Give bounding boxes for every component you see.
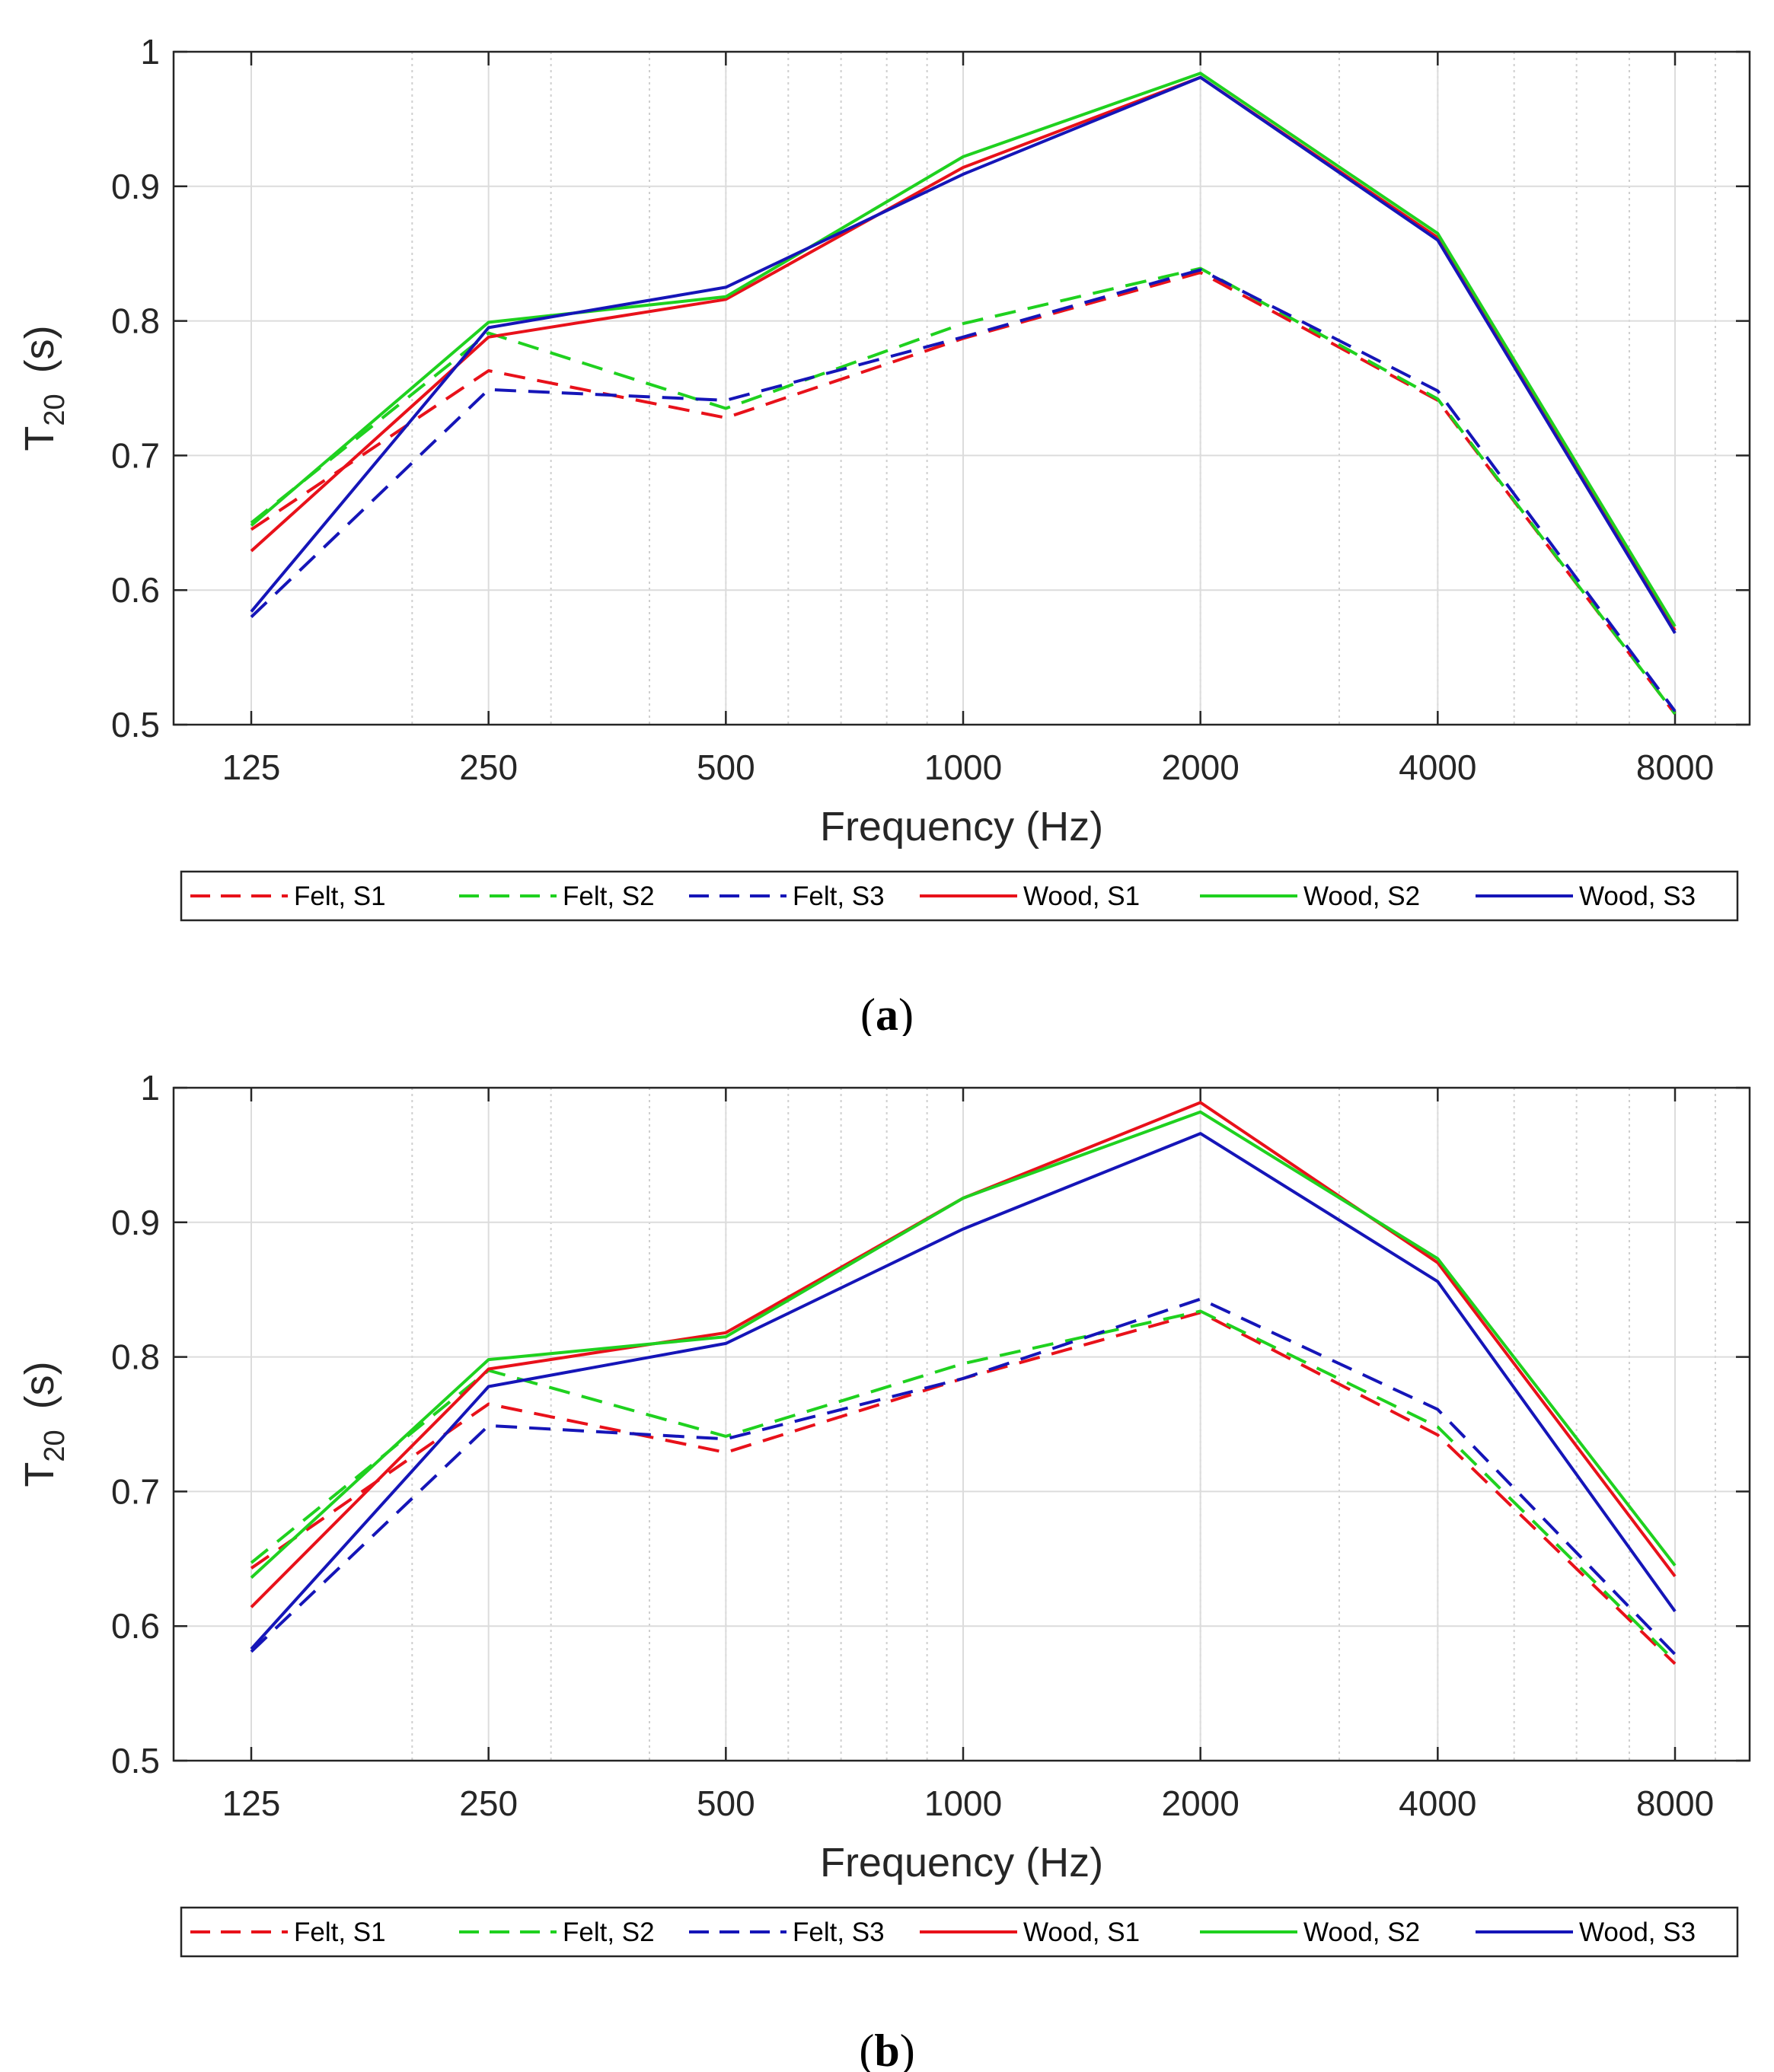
legend: Felt, S1 Felt, S2 Felt, S3 Wood, S1 Wood, S2… [180, 870, 1739, 922]
axes-box [172, 50, 1751, 726]
series-line [250, 1297, 1677, 1656]
legend-label: Felt, S3 [793, 881, 885, 911]
legend-label: Wood, S3 [1579, 1917, 1696, 1947]
legend-label: Wood, S2 [1303, 881, 1420, 911]
y-axis-label-unit: (s) [17, 325, 62, 394]
legend-label: Wood, S1 [1023, 881, 1140, 911]
y-tick-label: 0.9 [111, 167, 160, 206]
y-axis-label-sub: 20 [39, 1430, 71, 1462]
y-axis-label-unit: (s) [17, 1361, 62, 1430]
x-tick-label: 500 [697, 1784, 755, 1823]
legend-label: Felt, S2 [563, 1917, 655, 1947]
panel-caption: (b) [859, 2026, 914, 2072]
series-line [250, 1110, 1677, 1580]
series-line [250, 72, 1677, 627]
legend-label: Felt, S3 [793, 1917, 885, 1947]
legend-label: Felt, S2 [563, 881, 655, 911]
legend-label: Wood, S1 [1023, 1917, 1140, 1947]
y-axis-label: T20 (s) [17, 1361, 71, 1487]
x-tick-label: 4000 [1399, 1784, 1476, 1823]
panel-caption: (a) [860, 990, 914, 1036]
y-tick-label: 0.5 [111, 705, 160, 744]
x-tick-label: 250 [459, 748, 518, 787]
x-tick-label: 4000 [1399, 748, 1476, 787]
x-tick-label: 8000 [1636, 1784, 1714, 1823]
y-tick-label: 0.8 [111, 1337, 160, 1377]
ticks [174, 1086, 1750, 1762]
x-tick-label: 250 [459, 1784, 518, 1823]
x-tick-label: 125 [222, 1784, 281, 1823]
series-line [250, 266, 1677, 716]
y-tick-label: 0.9 [111, 1203, 160, 1242]
legend-label: Felt, S1 [294, 1917, 386, 1947]
y-axis-label-main: T [17, 426, 62, 451]
x-tick-label: 500 [697, 748, 755, 787]
y-tick-label: 0.5 [111, 1741, 160, 1780]
panel-caption-letter: b [874, 2026, 899, 2072]
x-tick-label: 1000 [924, 748, 1002, 787]
y-tick-label: 0.6 [111, 570, 160, 610]
legend: Felt, S1 Felt, S2 Felt, S3 Wood, S1 Wood, S2… [180, 1906, 1739, 1958]
chart-panel-b: 125 250 500 1000 2000 4000 8000 0.5 0.6 0.7 0.8 0.9… [0, 1036, 1774, 2072]
series-line [250, 1132, 1677, 1650]
y-tick-label: 0.7 [111, 435, 160, 475]
axes-box [172, 1086, 1751, 1762]
x-tick-label: 125 [222, 748, 281, 787]
y-tick-label: 0.6 [111, 1606, 160, 1646]
series-line [250, 75, 1677, 634]
plot-area [174, 1088, 1750, 1761]
x-tick-label: 1000 [924, 1784, 1002, 1823]
series-group [250, 72, 1677, 716]
x-axis-label: Frequency (Hz) [820, 1840, 1103, 1886]
x-tick-label: 2000 [1161, 1784, 1239, 1823]
x-tick-label: 8000 [1636, 748, 1714, 787]
y-tick-label: 0.8 [111, 301, 160, 341]
panel-caption-letter: a [876, 990, 898, 1036]
legend-label: Wood, S3 [1579, 881, 1696, 911]
chart-svg-a: 125 250 500 1000 2000 4000 8000 0.5 0.6 0.7 0.8 0.9… [17, 32, 1751, 1036]
series-line [250, 75, 1677, 632]
legend-label: Felt, S1 [294, 881, 386, 911]
y-axis-label: T20 (s) [17, 325, 71, 451]
chart-panel-a: 125 250 500 1000 2000 4000 8000 0.5 0.6 0.7 0.8 0.9… [17, 32, 1751, 1036]
y-tick-label: 1 [140, 32, 160, 72]
legend-label: Wood, S2 [1303, 1917, 1420, 1947]
y-axis-label-sub: 20 [39, 394, 71, 426]
y-tick-label: 0.7 [111, 1471, 160, 1511]
y-tick-label: 1 [140, 1068, 160, 1108]
x-axis-label: Frequency (Hz) [820, 804, 1103, 850]
series-group [250, 1101, 1677, 1666]
series-line [250, 268, 1677, 712]
chart-svg-b: 125 250 500 1000 2000 4000 8000 0.5 0.6 0.7 0.8 0.9… [17, 1068, 1751, 2072]
y-axis-label-main: T [17, 1462, 62, 1487]
x-tick-label: 2000 [1161, 748, 1239, 787]
